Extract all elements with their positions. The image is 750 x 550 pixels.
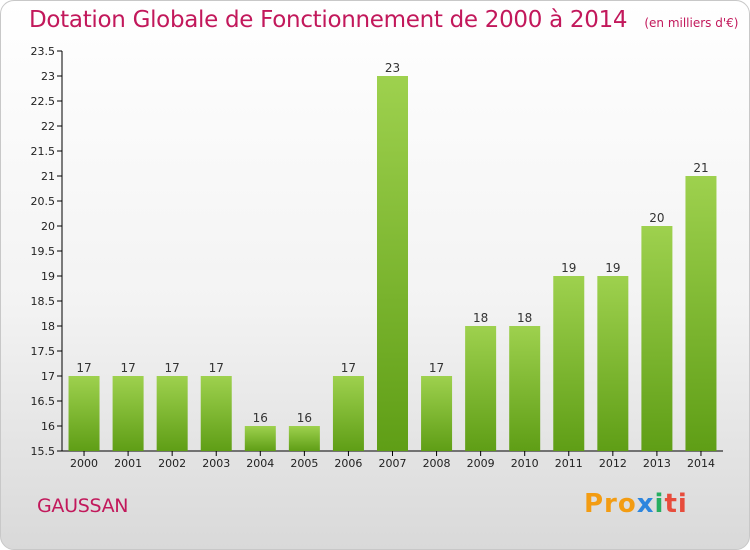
y-tick-label: 17.5 bbox=[31, 345, 56, 358]
y-tick-label: 16 bbox=[41, 420, 55, 433]
x-tick-label: 2011 bbox=[555, 457, 583, 470]
bar bbox=[112, 376, 144, 451]
x-tick-label: 2012 bbox=[599, 457, 627, 470]
y-tick-label: 23 bbox=[41, 70, 55, 83]
bar-value-label: 17 bbox=[120, 361, 135, 375]
y-tick-label: 21 bbox=[41, 170, 55, 183]
y-tick-label: 15.5 bbox=[31, 445, 56, 458]
bar-value-label: 21 bbox=[693, 161, 708, 175]
title-text: Dotation Globale de Fonctionnement de 20… bbox=[29, 7, 628, 33]
bar-value-label: 20 bbox=[649, 211, 664, 225]
y-tick-label: 19.5 bbox=[31, 245, 56, 258]
bar-value-label: 18 bbox=[517, 311, 532, 325]
x-tick-label: 2002 bbox=[158, 457, 186, 470]
logo-part-1: Pro bbox=[584, 489, 637, 519]
x-tick-label: 2005 bbox=[290, 457, 318, 470]
logo-part-3: i bbox=[654, 489, 665, 519]
bar bbox=[288, 426, 320, 451]
x-tick-label: 2004 bbox=[246, 457, 274, 470]
logo-part-4: ti bbox=[664, 489, 688, 519]
x-tick-label: 2001 bbox=[114, 457, 142, 470]
y-tick-label: 21.5 bbox=[31, 145, 56, 158]
chart-title: Dotation Globale de Fonctionnement de 20… bbox=[29, 7, 738, 33]
y-tick-label: 20.5 bbox=[31, 195, 56, 208]
bar bbox=[597, 276, 629, 451]
y-axis: 15.5 16 16.5 17 17.5 18 18.5 19 19.5 20 20.5 21 21.5… bbox=[31, 45, 63, 458]
bar-value-label: 16 bbox=[253, 411, 268, 425]
title-unit: (en milliers d'€) bbox=[644, 16, 739, 30]
bar bbox=[553, 276, 585, 451]
bar-value-label: 17 bbox=[76, 361, 91, 375]
bar-value-label: 23 bbox=[385, 61, 400, 75]
y-tick-label: 16.5 bbox=[31, 395, 56, 408]
bar bbox=[377, 76, 408, 451]
proxiti-logo: Proxiti bbox=[584, 489, 688, 519]
bar bbox=[332, 376, 364, 451]
bar bbox=[465, 326, 497, 451]
x-tick-label: 2007 bbox=[379, 457, 407, 470]
bar bbox=[68, 376, 100, 451]
x-tick-label: 2003 bbox=[202, 457, 230, 470]
bar-value-label: 19 bbox=[561, 261, 576, 275]
bar bbox=[421, 376, 453, 451]
bar-value-label: 17 bbox=[429, 361, 444, 375]
bar bbox=[685, 176, 717, 451]
bar-value-label: 18 bbox=[473, 311, 488, 325]
commune-name: GAUSSAN bbox=[37, 495, 129, 517]
y-tick-label: 17 bbox=[41, 370, 55, 383]
y-tick-label: 19 bbox=[41, 270, 55, 283]
x-tick-label: 2013 bbox=[643, 457, 671, 470]
bar-value-label: 17 bbox=[209, 361, 224, 375]
y-tick-label: 22 bbox=[41, 120, 55, 133]
x-tick-label: 2008 bbox=[423, 457, 451, 470]
x-tick-label: 2010 bbox=[511, 457, 539, 470]
y-tick-label: 18.5 bbox=[31, 295, 56, 308]
bar bbox=[641, 226, 673, 451]
y-tick-label: 22.5 bbox=[31, 95, 56, 108]
bar bbox=[509, 326, 541, 451]
bar bbox=[156, 376, 188, 451]
bar bbox=[200, 376, 232, 451]
x-tick-label: 2000 bbox=[70, 457, 98, 470]
x-tick-label: 2006 bbox=[334, 457, 362, 470]
x-tick-label: 2014 bbox=[687, 457, 715, 470]
y-tick-label: 23.5 bbox=[31, 45, 56, 58]
y-tick-label: 20 bbox=[41, 220, 55, 233]
y-tick-label: 18 bbox=[41, 320, 55, 333]
bar bbox=[244, 426, 276, 451]
x-axis: 2000 2001 2002 2003 2004 2005 2006 2007 2008 2009… bbox=[62, 450, 723, 470]
bar-value-label: 17 bbox=[165, 361, 180, 375]
x-tick-label: 2009 bbox=[467, 457, 495, 470]
bar-value-label: 19 bbox=[605, 261, 620, 275]
bars: 17 17 17 17 16 16 17 23 17 18 18 19 19 20 21 bbox=[68, 61, 717, 451]
logo-part-2: x bbox=[636, 489, 655, 519]
bar-value-label: 17 bbox=[341, 361, 356, 375]
bar-value-label: 16 bbox=[297, 411, 312, 425]
